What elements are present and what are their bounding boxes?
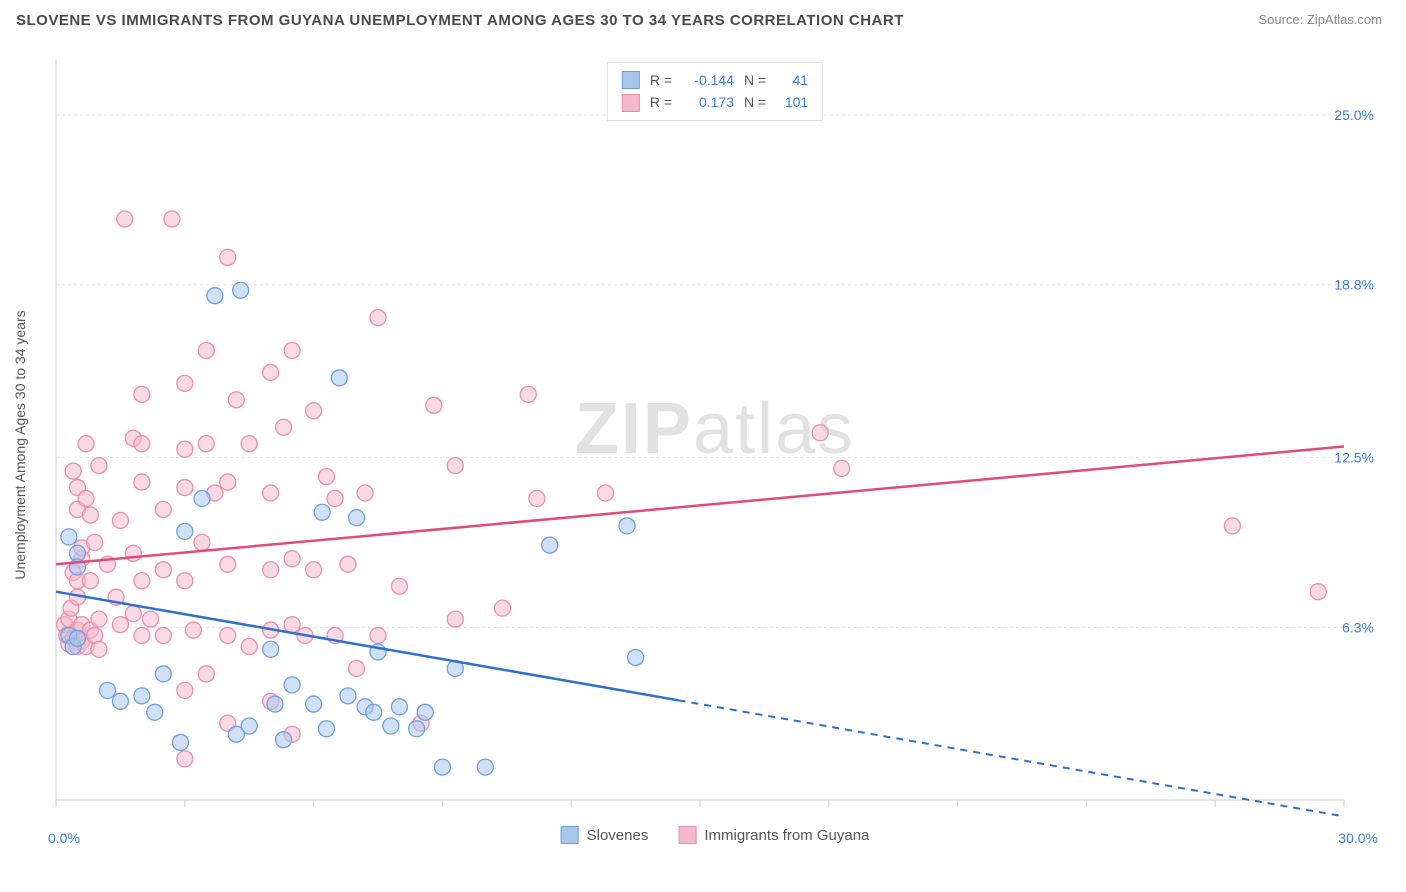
- swatch-guyana: [622, 94, 640, 112]
- swatch-slovenes: [561, 826, 579, 844]
- legend-correlation: R = -0.144 N = 41 R = 0.173 N = 101: [607, 62, 823, 121]
- scatter-plot: 6.3% 12.5% 18.8% 25.0%: [50, 50, 1380, 840]
- chart-source: Source: ZipAtlas.com: [1258, 12, 1382, 27]
- x-axis-max-label: 30.0%: [1338, 830, 1378, 846]
- n-value-slovenes: 41: [776, 69, 808, 91]
- legend-series: Slovenes Immigrants from Guyana: [561, 826, 870, 844]
- legend-label-slovenes: Slovenes: [587, 827, 649, 844]
- n-label: N =: [744, 91, 766, 113]
- r-value-slovenes: -0.144: [682, 69, 734, 91]
- legend-item-slovenes: Slovenes: [561, 826, 649, 844]
- n-label: N =: [744, 69, 766, 91]
- swatch-slovenes: [622, 71, 640, 89]
- r-value-guyana: 0.173: [682, 91, 734, 113]
- n-value-guyana: 101: [776, 91, 808, 113]
- chart-area: Unemployment Among Ages 30 to 34 years Z…: [50, 50, 1380, 840]
- source-link[interactable]: ZipAtlas.com: [1307, 12, 1382, 27]
- swatch-guyana: [678, 826, 696, 844]
- legend-row-slovenes: R = -0.144 N = 41: [622, 69, 808, 91]
- x-axis-min-label: 0.0%: [48, 830, 80, 846]
- y-axis-label: Unemployment Among Ages 30 to 34 years: [12, 310, 28, 579]
- chart-header: SLOVENE VS IMMIGRANTS FROM GUYANA UNEMPL…: [0, 0, 1406, 37]
- svg-text:25.0%: 25.0%: [1334, 107, 1374, 123]
- legend-item-guyana: Immigrants from Guyana: [678, 826, 869, 844]
- source-prefix: Source:: [1258, 12, 1306, 27]
- r-label: R =: [650, 69, 672, 91]
- legend-label-guyana: Immigrants from Guyana: [704, 827, 869, 844]
- legend-row-guyana: R = 0.173 N = 101: [622, 91, 808, 113]
- svg-text:12.5%: 12.5%: [1334, 449, 1374, 465]
- chart-title: SLOVENE VS IMMIGRANTS FROM GUYANA UNEMPL…: [16, 12, 904, 29]
- svg-text:18.8%: 18.8%: [1334, 277, 1374, 293]
- r-label: R =: [650, 91, 672, 113]
- svg-text:6.3%: 6.3%: [1342, 619, 1374, 635]
